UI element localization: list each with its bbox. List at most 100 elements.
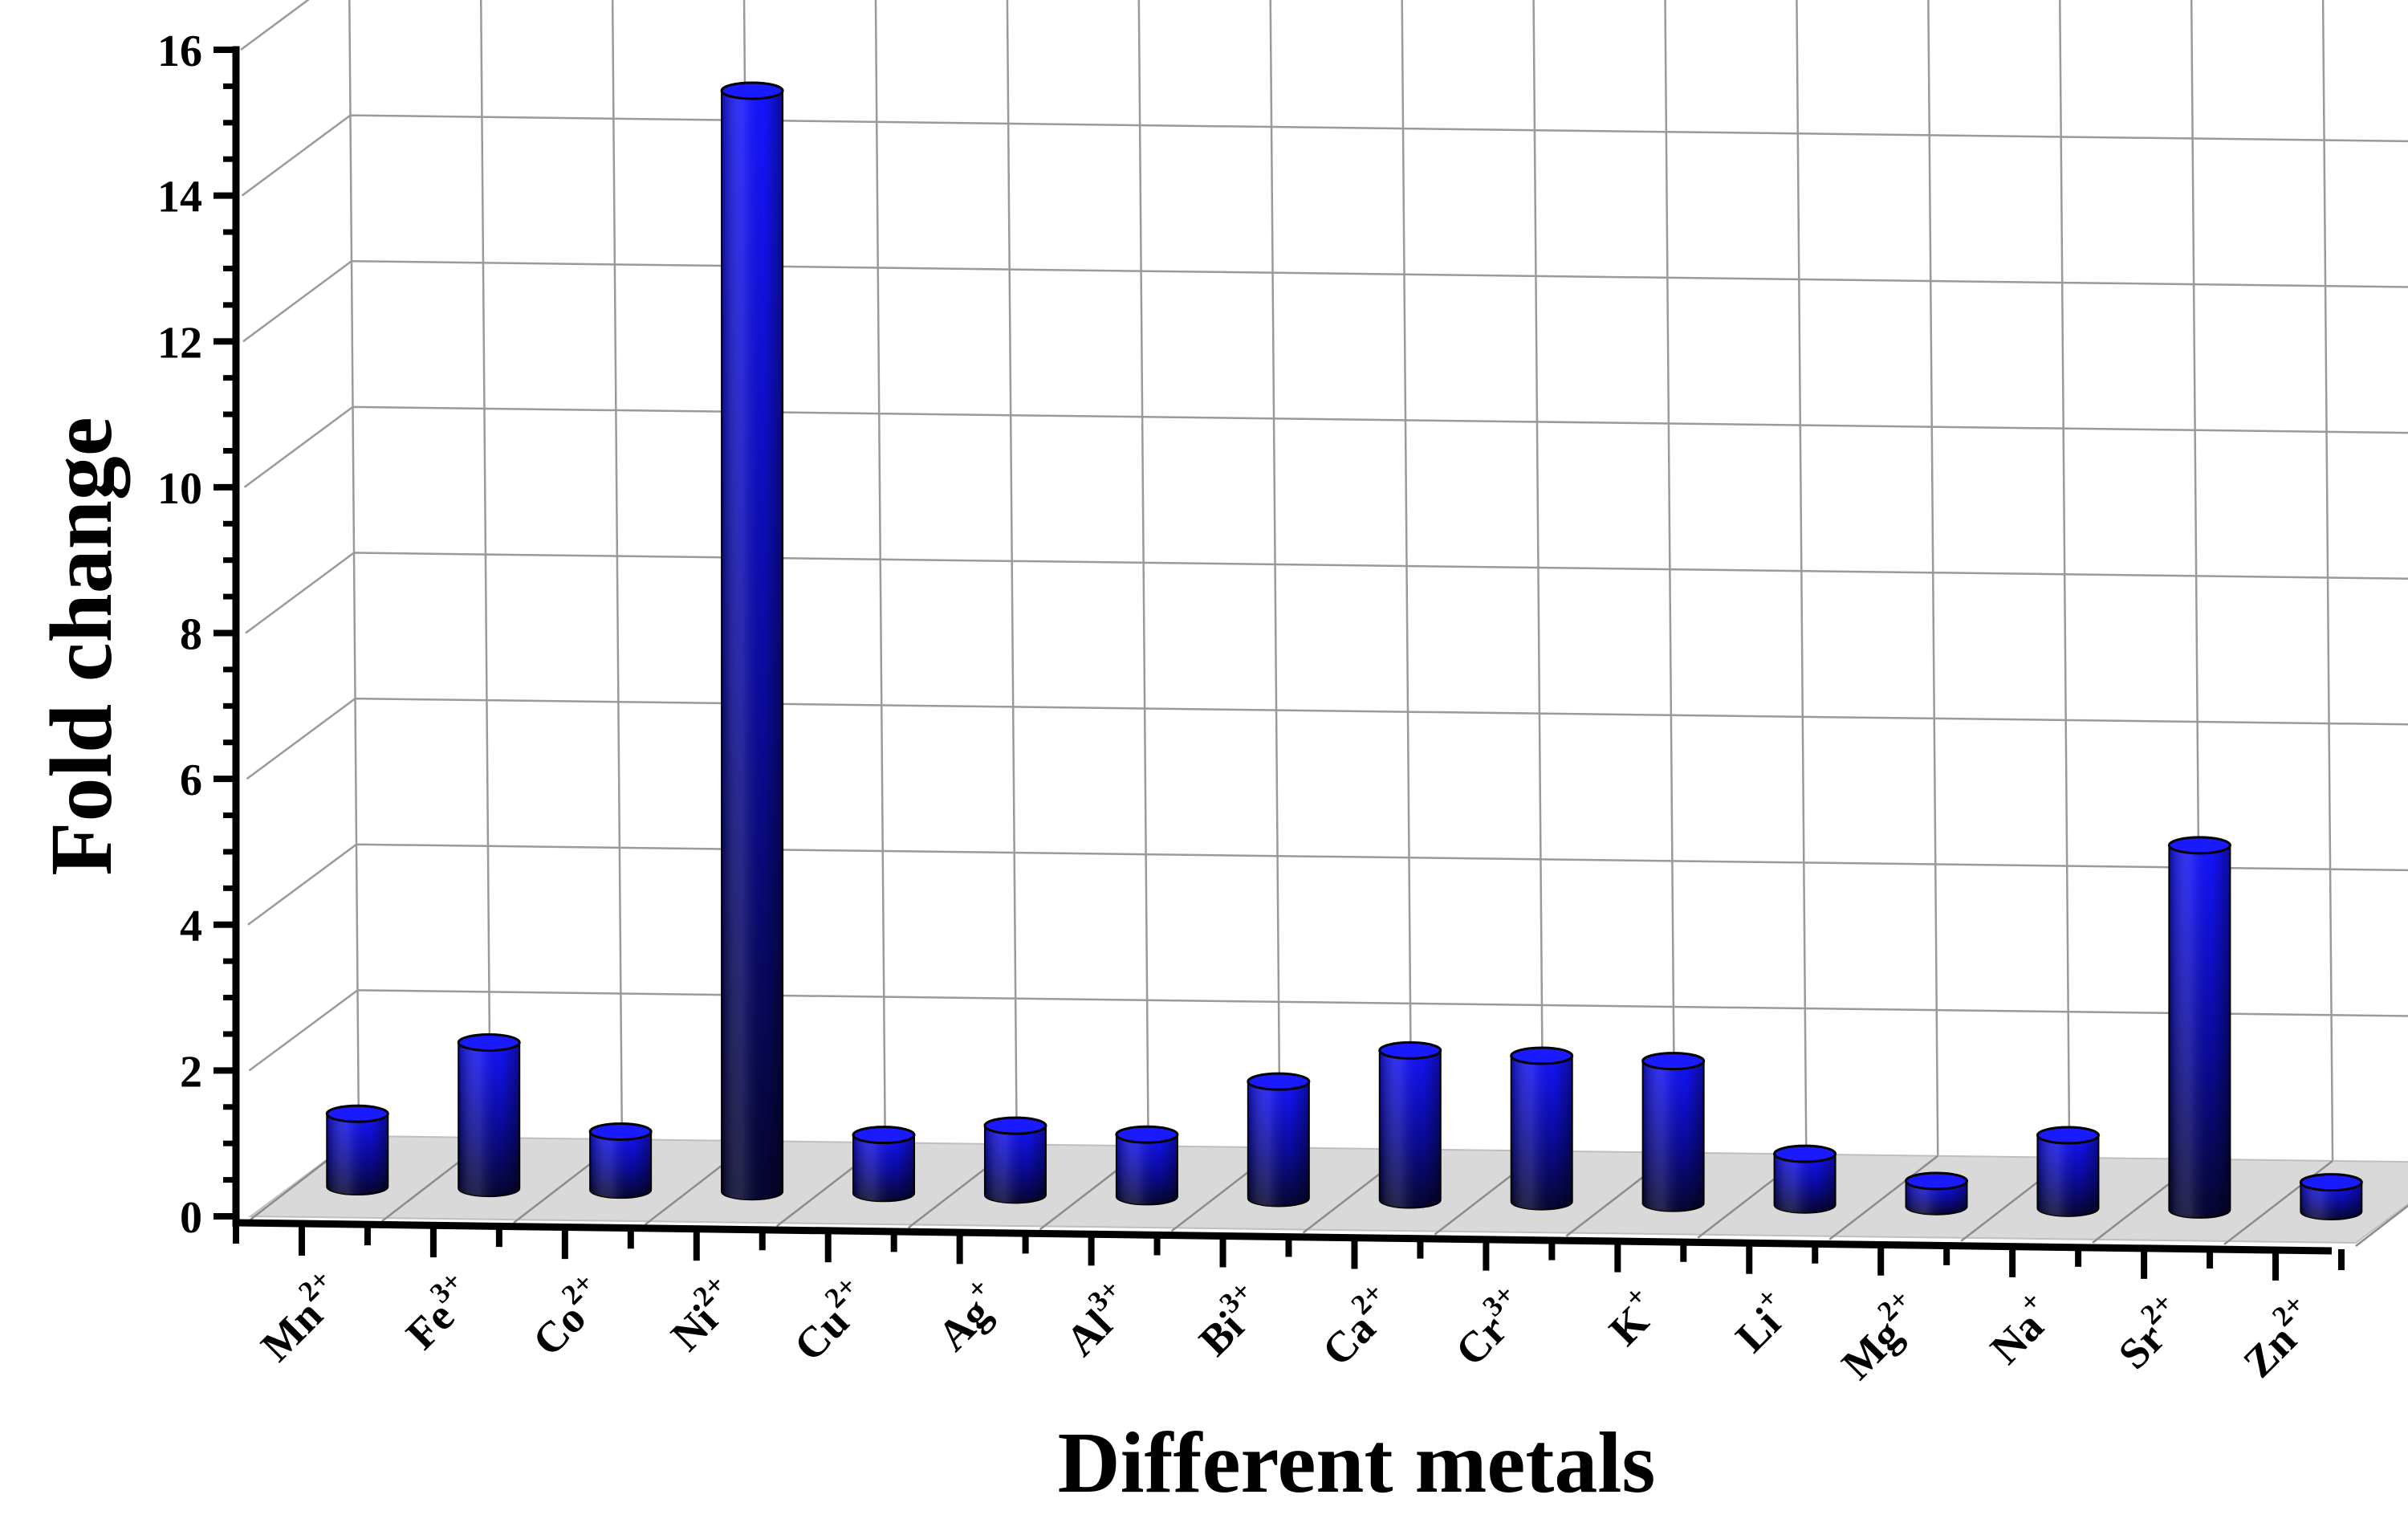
bar-top [1905, 1171, 1969, 1191]
bar [2299, 1173, 2363, 1220]
y-tick-label: 4 [180, 902, 202, 951]
bar-shading [853, 1134, 915, 1202]
bar-shading [327, 1114, 388, 1195]
grid-line [1269, 0, 1281, 1148]
bar-top [983, 1116, 1047, 1135]
y-tick-label: 16 [157, 26, 202, 76]
bar [588, 1122, 653, 1199]
grid-line [348, 0, 360, 1137]
grid-line [248, 989, 2408, 1072]
grid-line [2321, 0, 2334, 1161]
bar [720, 81, 784, 1201]
bar [852, 1126, 916, 1203]
bar-shading [458, 1042, 520, 1197]
bar-shading [1379, 1050, 1441, 1208]
bar [1773, 1144, 1837, 1214]
grid-line [1664, 0, 1676, 1153]
y-tick-label: 8 [180, 610, 202, 660]
bar [1905, 1171, 1969, 1216]
grid-line [479, 0, 492, 1138]
grid-line [246, 697, 2408, 780]
y-axis-title: Fold change [32, 417, 130, 875]
x-axis-line [235, 1219, 2333, 1255]
floor-grid-line [2355, 1204, 2408, 1247]
x-tick-label: Co2+ [518, 1266, 616, 1365]
x-tick-label: Fe3+ [391, 1264, 485, 1358]
grid-line [874, 0, 886, 1143]
bar-top [852, 1126, 916, 1145]
bar [1641, 1052, 1706, 1212]
x-tick-label: K+ [1594, 1280, 1670, 1355]
bar-shading [1247, 1081, 1309, 1207]
grid-line [245, 552, 2408, 634]
bar-top [1510, 1046, 1574, 1065]
bar-top [2036, 1126, 2100, 1145]
grid-line [242, 259, 2408, 343]
bar-top [1773, 1144, 1837, 1163]
grid-line [1532, 0, 1544, 1151]
x-tick-label: Bi3+ [1184, 1274, 1275, 1365]
bar-top [325, 1104, 389, 1123]
bar-top [1247, 1072, 1311, 1091]
x-tick-label: Na+ [1975, 1285, 2064, 1374]
x-tick-label: Mn2+ [246, 1263, 353, 1370]
bar [457, 1032, 521, 1198]
x-tick-label: Ag+ [922, 1271, 1011, 1360]
bar-shading [984, 1126, 1046, 1203]
grid-line [1401, 0, 1413, 1150]
chart-grid [240, 0, 2408, 1161]
grid-line [240, 0, 310, 51]
grid-line [241, 114, 2408, 197]
chart-axes: 0 2 4 6 8 10 12 14 16 [157, 26, 2345, 1281]
bar [1115, 1125, 1179, 1206]
bar-shading [1906, 1180, 1967, 1215]
grid-line [1137, 0, 1149, 1146]
y-tick-label: 14 [157, 173, 202, 222]
bar-shading [1642, 1061, 1704, 1212]
x-tick-label: Mg2+ [1827, 1283, 1933, 1389]
y-tick-label: 10 [157, 464, 202, 514]
y-tick-label: 12 [157, 318, 202, 368]
bar-top [2167, 836, 2231, 855]
x-tick-label: Li+ [1721, 1281, 1801, 1362]
bar-shading [2169, 845, 2231, 1218]
floor-grid-line [1828, 1155, 1939, 1240]
grid-line [611, 0, 624, 1140]
chart-bars [325, 81, 2363, 1220]
bar [325, 1104, 389, 1196]
bar-top [1115, 1125, 1179, 1144]
grid-line [1006, 0, 1018, 1145]
grid-line [1796, 0, 1808, 1155]
grid-line [1927, 0, 1939, 1156]
bar-shading [1511, 1055, 1572, 1210]
x-axis-title: Different metals [1058, 1415, 1656, 1511]
x-tick-label: Ni2+ [656, 1268, 748, 1360]
x-tick-label: Al3+ [1051, 1273, 1143, 1365]
bar-top [1641, 1052, 1706, 1071]
bar [1247, 1072, 1311, 1207]
x-tick-label: Ca2+ [1308, 1277, 1406, 1375]
bar-top [457, 1032, 521, 1052]
bar-top [720, 81, 784, 100]
bar-top [1378, 1040, 1442, 1060]
chart-labels: Mn2+ Fe3+ Co2+ Ni2+ Cu2+ Ag+ Al3+ Bi3+ Ca2+ Cr3+ K… [246, 1263, 2327, 1389]
bar [983, 1116, 1047, 1204]
grid-line [243, 405, 2408, 488]
y-tick-label: 0 [180, 1193, 202, 1243]
bar [1378, 1040, 1442, 1209]
bar-top [588, 1122, 653, 1142]
bar-shading [722, 90, 783, 1200]
grid-line [247, 843, 2408, 926]
x-tick-label: Sr2+ [2104, 1286, 2196, 1379]
bar-shading [590, 1131, 652, 1199]
grid-line [2059, 0, 2071, 1158]
bar-shading [2037, 1135, 2099, 1216]
x-tick-label: Cu2+ [779, 1269, 881, 1370]
bar [2036, 1126, 2100, 1217]
y-tick-label: 2 [180, 1047, 202, 1097]
bar-top [2299, 1173, 2363, 1192]
bar-shading [2300, 1182, 2362, 1220]
x-tick-label: Zn2+ [2228, 1288, 2327, 1387]
bar-shading [1116, 1134, 1178, 1205]
